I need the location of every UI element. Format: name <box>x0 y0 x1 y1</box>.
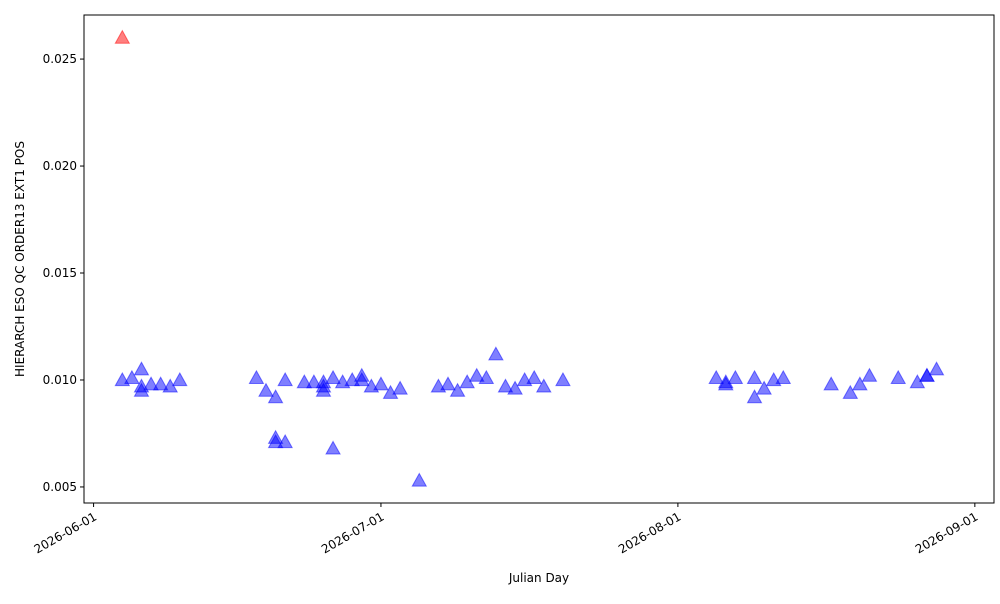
data-point <box>746 369 763 384</box>
data-point <box>852 376 868 391</box>
data-point <box>842 384 859 399</box>
data-point <box>823 376 840 391</box>
data-point <box>440 376 456 391</box>
data-point <box>171 371 188 387</box>
y-tick-label: 0.005 <box>43 480 77 494</box>
data-point <box>746 389 763 404</box>
x-tick-label: 2026-08-01 <box>616 509 683 556</box>
data-point <box>248 369 265 384</box>
data-point <box>507 380 523 395</box>
data-point <box>449 382 466 397</box>
x-tick-label: 2026-09-01 <box>913 509 980 556</box>
data-point <box>411 472 428 487</box>
y-axis-label: HIERARCH ESO QC ORDER13 EXT1 POS <box>13 141 27 377</box>
data-point <box>325 440 341 455</box>
data-point <box>296 374 313 389</box>
data-point <box>708 369 725 384</box>
data-point <box>143 376 159 391</box>
data-point <box>277 433 294 449</box>
data-point <box>497 378 514 393</box>
data-point <box>488 346 504 361</box>
data-point <box>468 367 485 382</box>
data-point <box>306 374 322 389</box>
y-tick-label: 0.010 <box>43 373 77 387</box>
data-point <box>277 371 294 387</box>
data-point <box>124 369 140 384</box>
y-tick-label: 0.025 <box>43 52 77 66</box>
data-point <box>315 378 332 393</box>
data-point <box>325 369 341 384</box>
x-tick-label: 2026-07-01 <box>319 509 386 556</box>
data-point <box>152 376 169 391</box>
data-point <box>861 367 878 382</box>
y-tick-label: 0.020 <box>43 159 77 173</box>
data-point <box>353 371 370 387</box>
data-point <box>373 376 389 391</box>
data-point <box>133 361 150 376</box>
data-point <box>267 389 284 404</box>
data-point <box>526 369 543 384</box>
data-point <box>756 380 772 395</box>
data-point <box>727 369 744 384</box>
data-point <box>258 382 274 397</box>
plot-frame <box>83 14 995 504</box>
data-point <box>535 378 552 393</box>
data-point <box>555 371 571 387</box>
data-point <box>775 369 792 384</box>
data-point <box>478 369 495 384</box>
data-point <box>114 29 131 44</box>
x-tick-label: 2026-06-01 <box>32 509 99 556</box>
y-tick-label: 0.015 <box>43 266 77 280</box>
data-point <box>392 380 408 395</box>
data-point <box>890 369 907 384</box>
x-axis-label: Julian Day <box>508 571 569 585</box>
data-point <box>928 361 945 376</box>
data-point <box>267 433 284 449</box>
